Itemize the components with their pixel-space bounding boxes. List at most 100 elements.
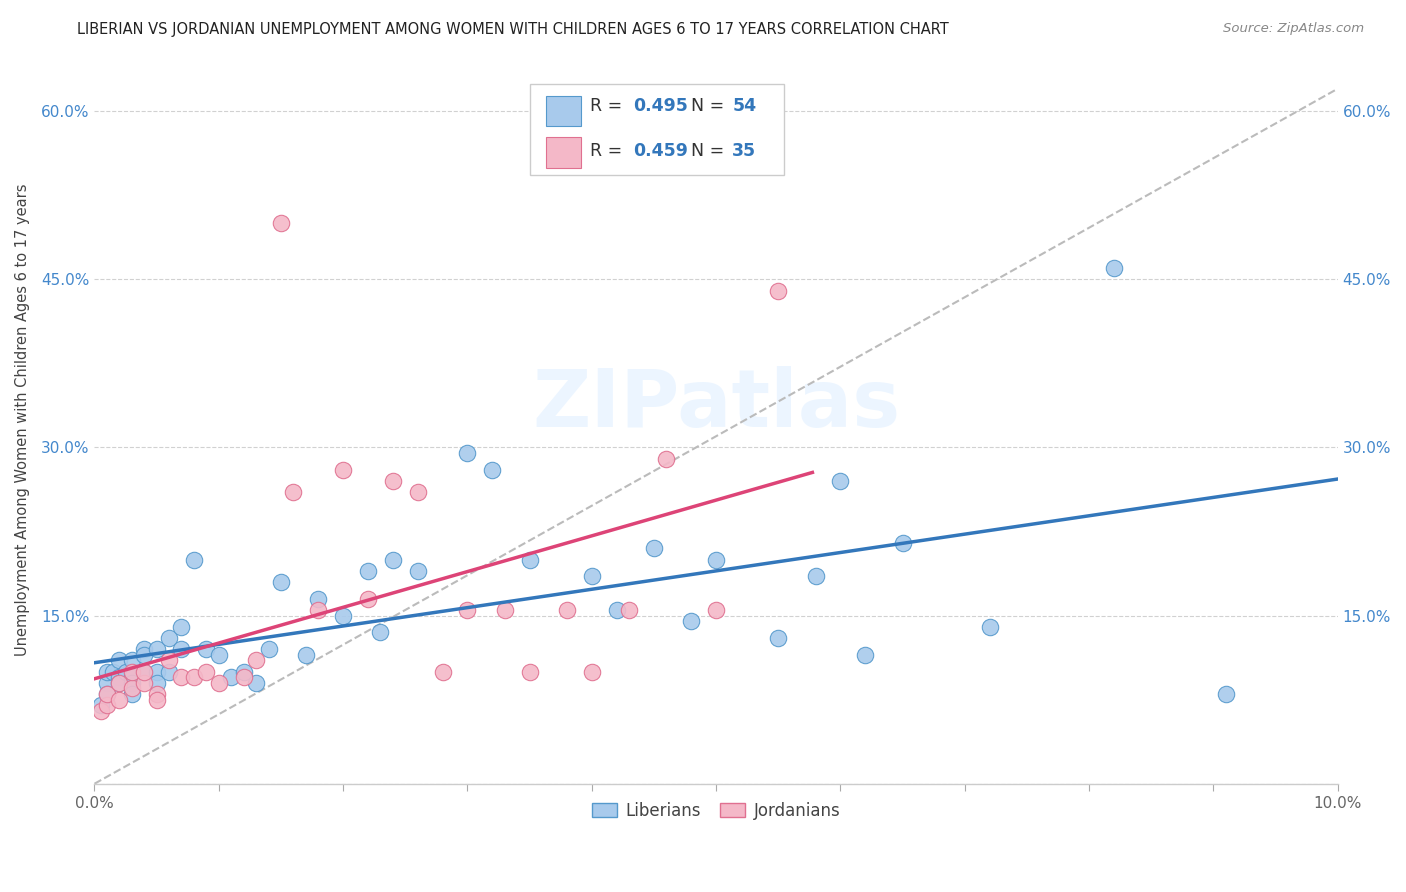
Point	[766, 284, 789, 298]
Point	[295, 648, 318, 662]
Point	[170, 620, 193, 634]
Point	[245, 653, 267, 667]
Text: 35: 35	[733, 142, 756, 160]
Point	[90, 704, 112, 718]
Point	[270, 574, 292, 589]
Point	[581, 665, 603, 679]
Text: N =: N =	[681, 97, 730, 115]
Point	[979, 620, 1001, 634]
Point	[183, 552, 205, 566]
Point	[332, 608, 354, 623]
Point	[96, 665, 118, 679]
Point	[581, 569, 603, 583]
FancyBboxPatch shape	[546, 96, 581, 127]
Point	[157, 665, 180, 679]
Point	[195, 642, 218, 657]
Point	[257, 642, 280, 657]
Point	[183, 670, 205, 684]
Point	[134, 665, 156, 679]
FancyBboxPatch shape	[546, 137, 581, 168]
Point	[357, 591, 380, 606]
Text: R =: R =	[591, 142, 628, 160]
Point	[766, 631, 789, 645]
Point	[1102, 261, 1125, 276]
Point	[1215, 687, 1237, 701]
Point	[357, 564, 380, 578]
Point	[134, 676, 156, 690]
Point	[381, 552, 404, 566]
Text: 54: 54	[733, 97, 756, 115]
Point	[307, 603, 329, 617]
Point	[270, 216, 292, 230]
Point	[456, 603, 478, 617]
Point	[114, 665, 136, 679]
Point	[121, 676, 143, 690]
Point	[121, 687, 143, 701]
Point	[90, 698, 112, 713]
Text: N =: N =	[681, 142, 730, 160]
Text: Source: ZipAtlas.com: Source: ZipAtlas.com	[1223, 22, 1364, 36]
FancyBboxPatch shape	[530, 84, 785, 176]
Text: R =: R =	[591, 97, 628, 115]
Point	[853, 648, 876, 662]
Point	[456, 446, 478, 460]
Point	[406, 564, 429, 578]
Point	[208, 648, 231, 662]
Point	[157, 653, 180, 667]
Text: ZIPatlas: ZIPatlas	[531, 366, 900, 444]
Point	[307, 591, 329, 606]
Point	[157, 631, 180, 645]
Point	[195, 665, 218, 679]
Point	[96, 687, 118, 701]
Y-axis label: Unemployment Among Women with Children Ages 6 to 17 years: Unemployment Among Women with Children A…	[15, 183, 30, 656]
Point	[704, 552, 727, 566]
Point	[804, 569, 827, 583]
Point	[108, 676, 131, 690]
Point	[606, 603, 628, 617]
Point	[121, 665, 143, 679]
Point	[555, 603, 578, 617]
Point	[232, 665, 254, 679]
Point	[245, 676, 267, 690]
Point	[108, 692, 131, 706]
Point	[519, 552, 541, 566]
Point	[145, 692, 167, 706]
Point	[681, 614, 703, 628]
Point	[519, 665, 541, 679]
Point	[406, 485, 429, 500]
Legend: Liberians, Jordanians: Liberians, Jordanians	[585, 795, 848, 826]
Point	[145, 687, 167, 701]
Point	[432, 665, 454, 679]
Point	[283, 485, 305, 500]
Point	[134, 665, 156, 679]
Point	[891, 535, 914, 549]
Text: 0.495: 0.495	[633, 97, 688, 115]
Point	[96, 676, 118, 690]
Point	[381, 474, 404, 488]
Point	[170, 642, 193, 657]
Point	[121, 670, 143, 684]
Point	[134, 648, 156, 662]
Point	[145, 642, 167, 657]
Point	[704, 603, 727, 617]
Point	[655, 451, 678, 466]
Point	[101, 665, 124, 679]
Point	[617, 603, 640, 617]
Point	[208, 676, 231, 690]
Text: 0.459: 0.459	[633, 142, 688, 160]
Point	[494, 603, 516, 617]
Point	[170, 670, 193, 684]
Point	[232, 670, 254, 684]
Point	[108, 676, 131, 690]
Point	[370, 625, 392, 640]
Point	[145, 665, 167, 679]
Point	[134, 642, 156, 657]
Point	[96, 687, 118, 701]
Point	[481, 463, 503, 477]
Point	[830, 474, 852, 488]
Point	[96, 698, 118, 713]
Point	[108, 670, 131, 684]
Point	[643, 541, 665, 556]
Point	[145, 676, 167, 690]
Point	[121, 681, 143, 696]
